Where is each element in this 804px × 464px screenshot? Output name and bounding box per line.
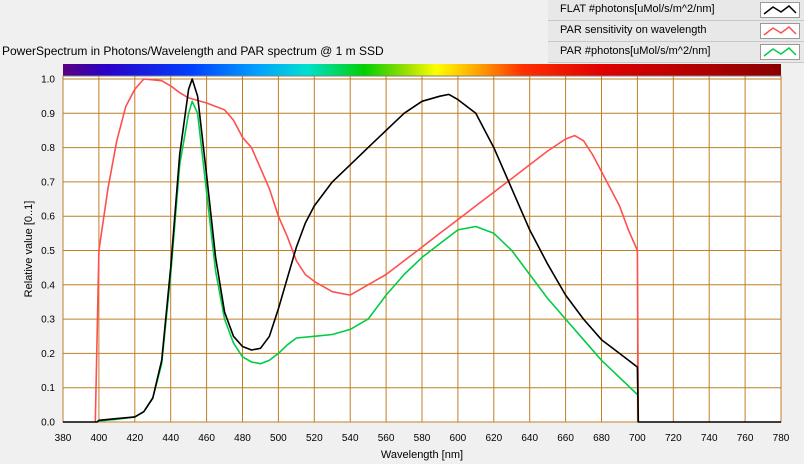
x-tick-label: 580 (414, 433, 431, 444)
legend-label-flat-photons: FLAT #photons[uMol/s/m^2/nm] (560, 3, 715, 15)
y-tick-label: 1.0 (41, 75, 55, 86)
y-tick-label: 0.8 (41, 143, 55, 154)
line-swatch-icon (760, 23, 800, 39)
x-tick-label: 620 (485, 433, 502, 444)
grid (62, 76, 782, 423)
x-tick-label: 660 (557, 433, 574, 444)
x-axis-label: Wavelength [nm] (381, 449, 463, 461)
y-tick-label: 0.1 (41, 383, 55, 394)
x-tick-label: 760 (737, 433, 754, 444)
y-tick-label: 0.9 (41, 109, 55, 120)
y-tick-label: 0.5 (41, 246, 55, 257)
x-tick-label: 400 (91, 433, 108, 444)
legend-entry-par-sensitivity[interactable]: PAR sensitivity on wavelength (548, 21, 804, 42)
y-axis-label: Relative value [0..1] (23, 201, 35, 298)
x-tick-label: 740 (701, 433, 718, 444)
x-tick-label: 420 (126, 433, 143, 444)
x-tick-label: 480 (234, 433, 251, 444)
y-tick-label: 0.3 (41, 315, 55, 326)
legend: FLAT #photons[uMol/s/m^2/nm] PAR sensiti… (548, 0, 804, 63)
y-tick-label: 0.6 (41, 212, 55, 223)
legend-entry-flat-photons[interactable]: FLAT #photons[uMol/s/m^2/nm] (548, 0, 804, 21)
y-tick-labels: 0.0 0.1 0.2 0.3 0.4 0.5 0.6 0.7 0.8 0.9 1.0 (41, 75, 55, 429)
x-tick-label: 380 (55, 433, 72, 444)
x-tick-label: 700 (629, 433, 646, 444)
legend-label-par-sensitivity: PAR sensitivity on wavelength (560, 24, 707, 36)
series-line-1 (94, 78, 640, 423)
y-tick-label: 0.7 (41, 177, 55, 188)
x-tick-label: 540 (342, 433, 359, 444)
line-swatch-icon (760, 2, 800, 18)
series-line-0 (63, 78, 781, 423)
x-tick-label: 500 (270, 433, 287, 444)
x-tick-label: 560 (378, 433, 395, 444)
spectrum-color-bar (63, 64, 781, 76)
x-tick-label: 640 (521, 433, 538, 444)
x-tick-label: 520 (306, 433, 323, 444)
legend-label-par-photons: PAR #photons[uMol/s/m^2/nm] (560, 45, 711, 57)
x-tick-label: 780 (773, 433, 790, 444)
y-tick-label: 0.0 (41, 418, 55, 429)
y-tick-label: 0.2 (41, 349, 55, 360)
x-tick-label: 460 (198, 433, 215, 444)
line-swatch-icon (760, 44, 800, 60)
chart-title: PowerSpectrum in Photons/Wavelength and … (2, 44, 384, 58)
y-tick-label: 0.4 (41, 280, 55, 291)
x-tick-label: 440 (162, 433, 179, 444)
series-group (63, 78, 781, 423)
x-tick-label: 600 (450, 433, 467, 444)
x-tick-label: 680 (593, 433, 610, 444)
x-tick-label: 720 (665, 433, 682, 444)
legend-entry-par-photons[interactable]: PAR #photons[uMol/s/m^2/nm] (548, 42, 804, 63)
x-tick-labels: 380 400 420 440 460 480 500 520 540 560 580 600 620 6… (55, 433, 790, 444)
